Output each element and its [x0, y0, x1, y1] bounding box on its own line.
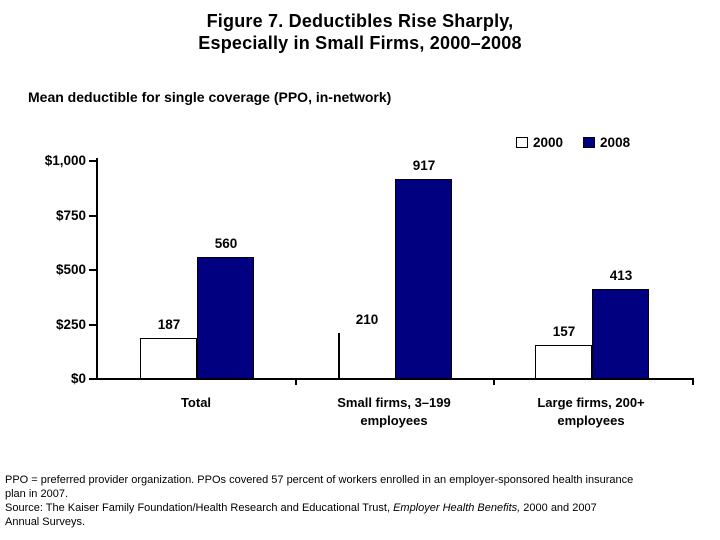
- x-axis: [96, 378, 694, 380]
- y-axis-tick-label: $1,000: [44, 153, 86, 168]
- legend-item-2000: 2000: [516, 135, 563, 150]
- footnote-line-2: plan in 2007.: [5, 488, 68, 500]
- x-axis-category-label-2: Large firms, 200+ employees: [481, 394, 701, 430]
- footnote-source-title: Employer Health Benefits,: [393, 502, 521, 514]
- bar-value-label-2008-large-firms: 413: [609, 268, 633, 283]
- bar-2008-large-firms: [592, 289, 649, 379]
- bar-2000-small-firms-edge: [338, 333, 340, 379]
- y-axis-tick: [89, 324, 96, 326]
- y-axis-tick-label: $500: [55, 262, 86, 277]
- legend: 2000 2008: [516, 135, 630, 150]
- footnote-source-prefix: Source: The Kaiser Family Foundation/Hea…: [5, 502, 394, 514]
- legend-swatch-2008: [583, 137, 596, 148]
- bar-2008-total: [197, 257, 254, 379]
- bar-value-label-2008-total: 560: [214, 236, 238, 251]
- bar-value-label-2000-total: 187: [157, 317, 181, 332]
- bar-value-label-2008-small-firms: 917: [412, 158, 436, 173]
- x-axis-category-line: employees: [557, 413, 625, 428]
- footnote-line-1: PPO = preferred provider organization. P…: [5, 474, 634, 486]
- y-axis-tick: [89, 160, 96, 162]
- x-axis-category-line: Small firms, 3–199: [337, 395, 451, 410]
- footnote-source-line: Source: The Kaiser Family Foundation/Hea…: [5, 501, 717, 515]
- y-axis-tick-label: $250: [55, 317, 86, 332]
- x-axis-tick: [692, 378, 694, 385]
- legend-item-2008: 2008: [583, 135, 630, 150]
- y-axis-tick-label: $750: [55, 208, 86, 223]
- x-axis-category-line: Total: [180, 395, 212, 410]
- y-axis-tick: [89, 215, 96, 217]
- chart-title-line1: Figure 7. Deductibles Rise Sharply,: [206, 11, 514, 31]
- chart-subtitle: Mean deductible for single coverage (PPO…: [28, 89, 392, 105]
- footnote: PPO = preferred provider organization. P…: [5, 473, 717, 529]
- footnote-line-4: Annual Surveys.: [5, 516, 86, 528]
- x-axis-category-line: employees: [360, 413, 428, 428]
- bar-2000-total: [140, 338, 197, 379]
- y-axis-tick: [89, 269, 96, 271]
- x-axis-category-label-0: Total: [86, 394, 306, 412]
- x-axis-tick: [493, 378, 495, 385]
- bar-2000-large-firms: [535, 345, 592, 379]
- x-axis-category-line: Large firms, 200+: [537, 395, 645, 410]
- chart-title: Figure 7. Deductibles Rise Sharply, Espe…: [0, 10, 720, 54]
- y-axis: [96, 158, 98, 380]
- chart-title-line2: Especially in Small Firms, 2000–2008: [198, 33, 522, 53]
- x-axis-tick: [295, 378, 297, 385]
- legend-label-2000: 2000: [533, 135, 564, 150]
- bar-value-label-2000-large-firms: 157: [552, 324, 576, 339]
- legend-label-2008: 2008: [600, 135, 631, 150]
- bar-value-label-2000-small-firms: 210: [355, 312, 379, 327]
- y-axis-tick: [89, 378, 96, 380]
- y-axis-tick-label: $0: [70, 371, 86, 386]
- legend-swatch-2000: [516, 137, 528, 148]
- footnote-source-suffix: 2000 and 2007: [520, 502, 597, 514]
- x-axis-category-label-1: Small firms, 3–199 employees: [284, 394, 504, 430]
- bar-2008-small-firms: [395, 179, 452, 379]
